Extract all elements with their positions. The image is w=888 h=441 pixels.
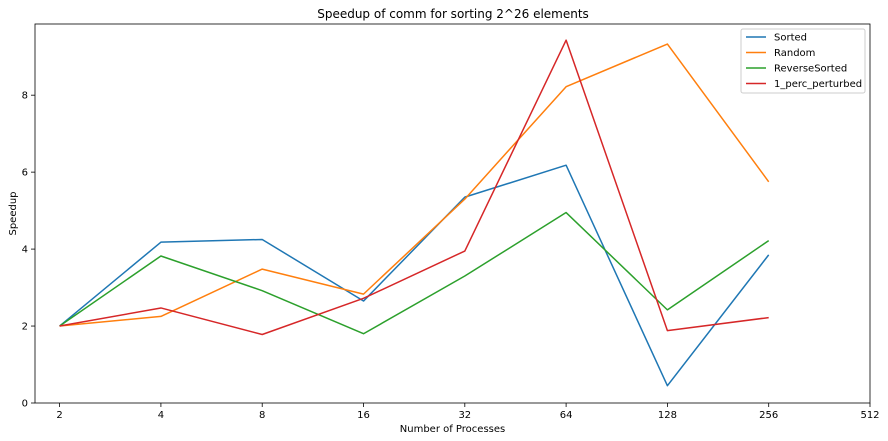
y-axis-ticks: 0 2 4 6 8: [22, 91, 35, 410]
y-tick-label: 2: [22, 322, 28, 333]
legend-box: [740, 28, 866, 94]
legend-label: 1_perc_perturbed: [774, 79, 862, 90]
series-line-random: [59, 43, 770, 327]
y-tick-label: 8: [22, 91, 28, 102]
y-tick-label: 4: [22, 245, 28, 256]
x-tick-label: 256: [759, 410, 778, 421]
series-line-reversesorted: [59, 211, 770, 335]
legend: Sorted Random ReverseSorted 1_perc_perturbe…: [740, 28, 866, 94]
legend-label: ReverseSorted: [774, 64, 847, 75]
x-tick-label: 2: [56, 410, 62, 421]
series-line-1-perc-perturbed: [59, 39, 769, 336]
x-tick-label: 32: [458, 410, 471, 421]
plot-frame: [34, 23, 871, 404]
legend-label: Sorted: [774, 33, 807, 44]
x-axis-label: Number of Processes: [400, 424, 505, 435]
y-tick-label: 0: [22, 399, 28, 410]
x-tick-label: 64: [560, 410, 573, 421]
series-line-sorted: [59, 164, 770, 387]
y-tick-label: 6: [22, 168, 28, 179]
x-tick-label: 8: [259, 410, 265, 421]
x-tick-label: 16: [357, 410, 370, 421]
x-tick-label: 4: [158, 410, 164, 421]
y-axis-label: Speedup: [8, 191, 19, 235]
x-tick-label: 512: [860, 410, 879, 421]
chart-title: Speedup of comm for sorting 2^26 element…: [317, 7, 589, 21]
x-tick-label: 128: [658, 410, 677, 421]
series-layer: [59, 39, 770, 387]
x-axis-ticks: 2 4 8 16 32 64 128 256 512: [56, 403, 880, 421]
legend-label: Random: [774, 48, 815, 59]
